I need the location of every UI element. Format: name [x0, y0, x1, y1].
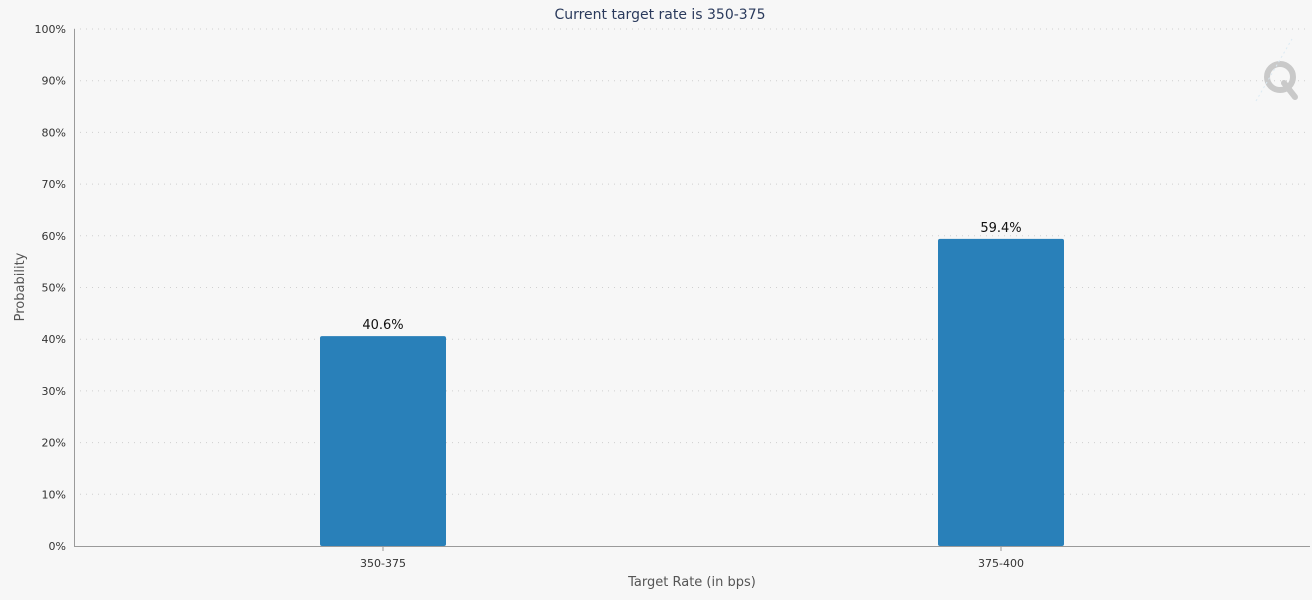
gridlines — [74, 28, 1310, 495]
y-axis-ticks: 0% 10% 20% 30% 40% 50% 60% 70% 80% 90% 100% — [35, 23, 66, 553]
x-tick-label: 350-375 — [360, 557, 406, 570]
x-axis-ticks: 350-375 375-400 — [360, 546, 1024, 570]
x-axis-title: Target Rate (in bps) — [627, 575, 756, 590]
y-tick-label: 50% — [42, 282, 66, 295]
data-labels: 40.6% 59.4% — [362, 221, 1021, 333]
y-axis-title: Probability — [13, 252, 28, 321]
y-tick-label: 20% — [42, 437, 66, 450]
y-tick-label: 80% — [42, 126, 66, 139]
bar — [938, 238, 1064, 547]
chart-title: Current target rate is 350-375 — [554, 7, 765, 23]
y-tick-label: 40% — [42, 333, 66, 346]
y-tick-label: 0% — [49, 540, 66, 553]
y-tick-label: 90% — [42, 75, 66, 88]
y-tick-label: 60% — [42, 230, 66, 243]
bar-value-label: 40.6% — [362, 318, 403, 333]
x-tick-label: 375-400 — [978, 557, 1024, 570]
y-tick-label: 30% — [42, 385, 66, 398]
quikstrike-logo-icon — [1255, 38, 1298, 102]
y-tick-label: 10% — [42, 488, 66, 501]
y-tick-label: 70% — [42, 178, 66, 191]
bars — [320, 238, 1064, 547]
y-tick-label: 100% — [35, 23, 66, 36]
bar-value-label: 59.4% — [980, 221, 1021, 236]
bar — [320, 336, 446, 546]
